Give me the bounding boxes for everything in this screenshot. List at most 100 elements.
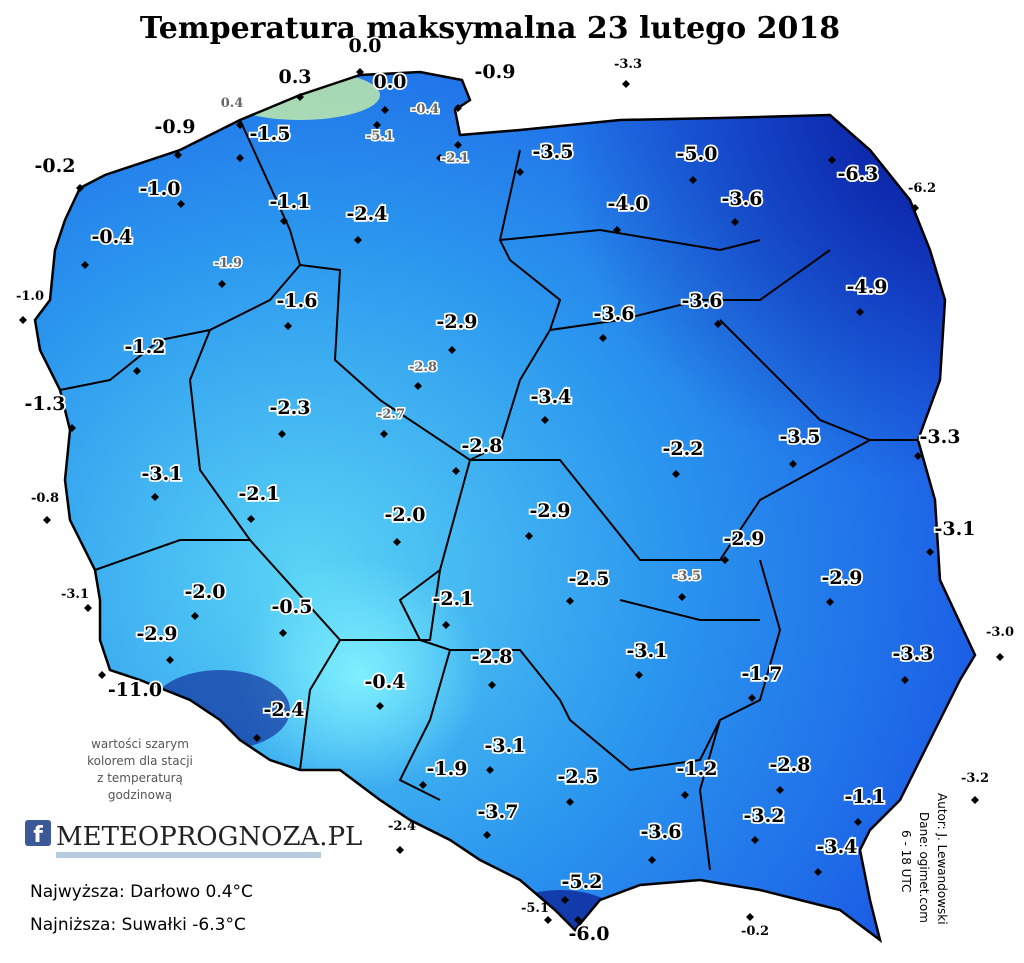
logo-icon-bg [25,820,51,846]
note-line: godzinową [108,788,172,802]
station-value: -3.6 [594,303,635,325]
station-dot [19,316,27,324]
station-dot [648,856,656,864]
station-value: -0.2 [741,924,769,939]
station-value: -5.1 [366,129,394,144]
station-dot [247,515,255,523]
station-dot [613,226,621,234]
station-value: -3.1 [61,587,89,602]
station-value: -2.8 [462,435,503,457]
station-value: -2.4 [347,203,388,225]
station-value: -2.9 [437,311,478,333]
credit-line: 6 - 18 UTC [899,830,913,892]
logo-text[interactable]: METEOPROGNOZA.PL [56,822,362,852]
station-value: -2.7 [377,407,405,422]
station-dot [380,430,388,438]
station-value: -5.1 [521,901,549,916]
station-value: -2.4 [388,819,416,834]
station-value: -3.7 [478,801,519,823]
note-line: z temperaturą [97,771,183,785]
station-dot [731,218,739,226]
station-value: -3.3 [920,426,961,448]
station-value: -3.1 [627,640,668,662]
title: Temperatura maksymalna 23 lutego 2018 [140,11,840,46]
station-value: -3.3 [614,57,642,72]
station-value: -3.6 [722,188,763,210]
station-dot [574,916,582,924]
station-dot [971,796,979,804]
station-dot [84,604,92,612]
station-value: -2.0 [385,504,426,526]
station-value: -1.2 [677,758,718,780]
extreme-high: Najwyższa: Darłowo 0.4°C [30,882,253,902]
station-dot [748,694,756,702]
station-dot [284,322,292,330]
station-dot [166,656,174,664]
station-dot [541,416,549,424]
station-value: 0.0 [373,71,406,93]
note-line: wartości szarym [91,737,189,751]
station-value: -3.6 [641,821,682,843]
station-dot [373,121,381,129]
station-value: 0.4 [221,96,244,111]
station-dot [776,786,784,794]
station-dot [133,367,141,375]
station-value: 0.3 [278,66,311,88]
station-value: -3.0 [986,625,1014,640]
station-value: -3.4 [531,386,572,408]
station-dot [218,280,226,288]
station-dot [414,382,422,390]
station-dot [856,308,864,316]
station-dot [279,629,287,637]
station-dot [354,236,362,244]
credit-line: Dane: ogimet.com [917,812,931,923]
station-dot [419,781,427,789]
station-dot [381,106,389,114]
station-value: -3.5 [533,141,574,163]
station-dot [483,831,491,839]
station-dot [566,798,574,806]
station-dot [926,548,934,556]
station-value: -0.9 [155,116,196,138]
station-value: -6.2 [908,181,936,196]
station-dot [911,204,919,212]
station-value: -3.1 [142,463,183,485]
station-value: -1.0 [16,289,44,304]
credits: Autor: J. Lewandowski Dane: ogimet.com 6… [899,793,949,925]
station-value: -3.1 [485,735,526,757]
station-value: -2.3 [270,397,311,419]
station-value: -1.2 [125,336,166,358]
station-dot [914,452,922,460]
station-value: -1.3 [25,393,66,415]
station-dot [635,671,643,679]
station-dot [448,346,456,354]
station-dot [452,467,460,475]
station-value: -3.5 [673,569,701,584]
station-dot [174,151,182,159]
station-value: -2.2 [663,438,704,460]
station-value: -3.2 [744,805,785,827]
station-dot [488,681,496,689]
station-dot [689,176,697,184]
station-dot [393,538,401,546]
station-dot [566,597,574,605]
station-dot [191,612,199,620]
logo-bar [56,852,321,858]
station-dot [43,516,51,524]
logo-icon[interactable]: f [33,823,43,848]
station-dot [561,896,569,904]
station-value: -1.9 [427,758,468,780]
station-value: -3.5 [780,426,821,448]
station-dot [280,217,288,225]
station-dot [672,470,680,478]
station-value: -2.5 [558,766,599,788]
station-dot [454,141,462,149]
station-dot [296,93,304,101]
station-value: -0.4 [411,102,439,117]
station-value: -5.2 [562,871,603,893]
station-dot [442,621,450,629]
station-dot [826,598,834,606]
station-value: -4.0 [608,193,649,215]
